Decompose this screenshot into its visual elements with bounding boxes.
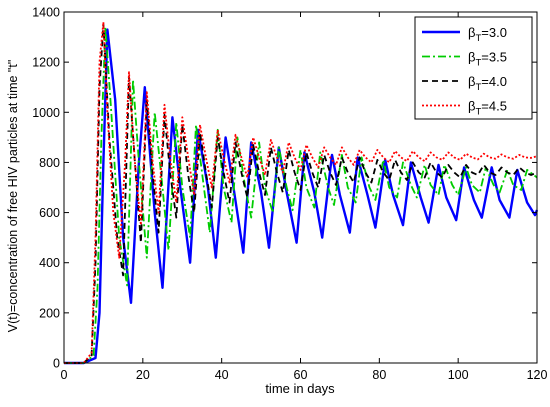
legend-label-1: βT=3.0 xyxy=(468,25,507,44)
x-tick-label: 100 xyxy=(448,368,469,382)
legend-value: =3.5 xyxy=(481,50,507,65)
legend-value: =3.0 xyxy=(481,25,507,40)
legend-value: =4.0 xyxy=(481,74,507,89)
x-tick-label: 40 xyxy=(215,368,229,382)
y-tick-label: 1400 xyxy=(32,6,60,20)
legend-symbol: β xyxy=(468,50,475,65)
legend-symbol: β xyxy=(468,74,475,89)
legend-symbol: β xyxy=(468,99,475,114)
y-tick-label: 0 xyxy=(53,357,60,371)
legend: βT=3.0βT=3.5βT=4.0βT=4.5 xyxy=(414,16,533,120)
legend-subscript: T xyxy=(475,82,481,93)
legend-label-2: βT=3.5 xyxy=(468,50,507,69)
x-axis-label: time in days xyxy=(265,381,335,396)
y-tick-label: 1200 xyxy=(32,56,60,70)
y-tick-label: 600 xyxy=(39,206,60,220)
legend-symbol: β xyxy=(468,25,475,40)
legend-label-3: βT=4.0 xyxy=(468,74,507,93)
y-tick-label: 1000 xyxy=(32,106,60,120)
legend-value: =4.5 xyxy=(481,99,507,114)
y-tick-label: 400 xyxy=(39,256,60,270)
legend-label-4: βT=4.5 xyxy=(468,99,507,118)
legend-subscript: T xyxy=(475,33,481,44)
series-layer xyxy=(64,21,539,365)
legend-box xyxy=(414,16,533,120)
legend-subscript: T xyxy=(475,107,481,118)
legend-subscript: T xyxy=(475,58,481,69)
x-tick-label: 80 xyxy=(372,368,386,382)
x-tick-label: 60 xyxy=(294,368,308,382)
y-tick-label: 800 xyxy=(39,156,60,170)
y-tick-label: 200 xyxy=(39,306,60,320)
x-tick-label: 0 xyxy=(61,368,68,382)
y-axis-label: V(t)=concentration of free HIV particles… xyxy=(6,60,20,333)
series-line-4 xyxy=(64,21,538,364)
x-tick-label: 120 xyxy=(527,368,548,382)
x-tick-label: 20 xyxy=(136,368,150,382)
